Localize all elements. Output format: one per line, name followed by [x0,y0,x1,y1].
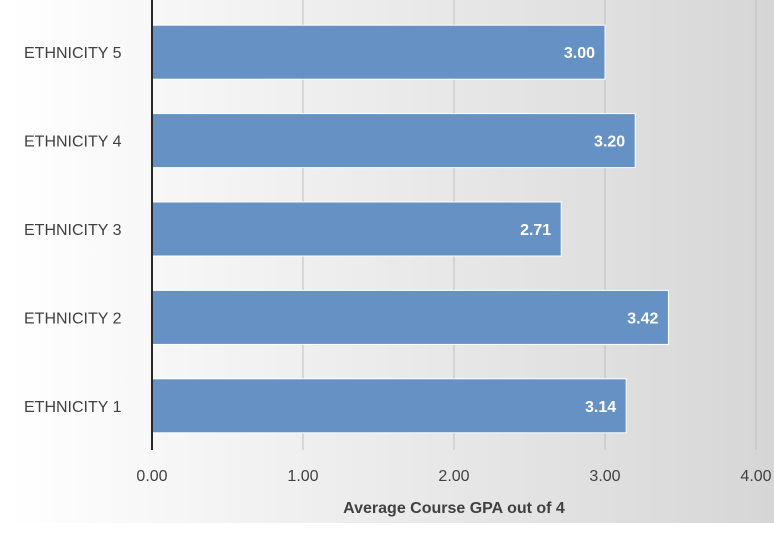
bar [151,201,562,257]
bar [151,113,636,169]
x-tick-label: 2.00 [438,468,469,485]
category-label: ETHNICITY 1 [24,399,122,416]
category-label: ETHNICITY 4 [24,134,122,151]
x-tick-label: 4.00 [740,468,771,485]
x-tick-label: 0.00 [136,468,167,485]
x-axis-title: Average Course GPA out of 4 [343,500,565,517]
bar [151,289,669,345]
bar-value-label: 3.20 [594,134,625,151]
bar [151,378,627,434]
category-label: ETHNICITY 2 [24,310,122,327]
category-label: ETHNICITY 3 [24,222,122,239]
bar-value-label: 2.71 [520,222,551,239]
bar [151,24,606,80]
x-tick-label: 1.00 [287,468,318,485]
category-label: ETHNICITY 5 [24,45,122,62]
chart-background [8,0,774,523]
x-tick-label: 3.00 [589,468,620,485]
bar-value-label: 3.00 [564,45,595,62]
bar-value-label: 3.42 [627,310,658,327]
bar-value-label: 3.14 [585,399,616,416]
